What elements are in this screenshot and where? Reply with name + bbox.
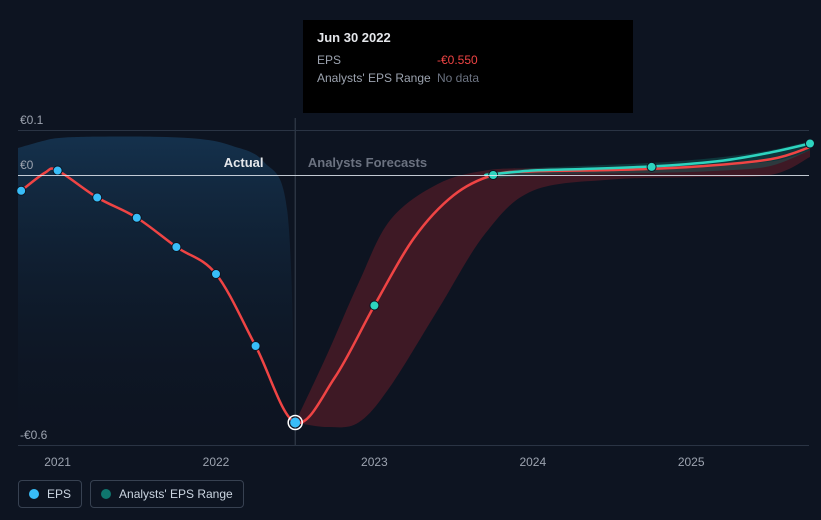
tooltip-label: EPS	[317, 51, 437, 69]
chart-legend: EPS Analysts' EPS Range	[18, 480, 244, 508]
x-tick-label: 2022	[203, 455, 230, 469]
tooltip-value: No data	[437, 69, 479, 87]
eps-marker[interactable]	[53, 166, 62, 175]
label-forecast: Analysts Forecasts	[308, 155, 427, 170]
eps-marker[interactable]	[212, 270, 221, 279]
label-actual: Actual	[224, 155, 264, 170]
eps-marker[interactable]	[132, 213, 141, 222]
tooltip-label: Analysts' EPS Range	[317, 69, 437, 87]
y-gridline	[18, 175, 809, 176]
eps-marker[interactable]	[17, 186, 26, 195]
y-tick-label: -€0.6	[20, 428, 47, 442]
forecast-band-red	[295, 150, 810, 427]
y-gridline	[18, 445, 809, 446]
eps-marker[interactable]	[251, 342, 260, 351]
actual-shade	[18, 137, 295, 445]
tooltip-row: Analysts' EPS RangeNo data	[317, 69, 619, 87]
x-tick-label: 2025	[678, 455, 705, 469]
legend-label: Analysts' EPS Range	[119, 487, 233, 501]
eps-forecast-chart: €0.1 €0 -€0.6 2021 2022 2023 2024 2025 Actual A…	[0, 0, 821, 520]
legend-label: EPS	[47, 487, 71, 501]
legend-item-range[interactable]: Analysts' EPS Range	[90, 480, 244, 508]
y-tick-label: €0.1	[20, 113, 43, 127]
x-tick-label: 2024	[519, 455, 546, 469]
tooltip-date: Jun 30 2022	[317, 30, 619, 45]
legend-dot-range	[101, 489, 111, 499]
tooltip-row: EPS-€0.550	[317, 51, 619, 69]
legend-item-eps[interactable]: EPS	[18, 480, 82, 508]
eps-marker[interactable]	[93, 193, 102, 202]
chart-tooltip: Jun 30 2022 EPS-€0.550Analysts' EPS Rang…	[303, 20, 633, 113]
y-gridline	[18, 130, 809, 131]
y-tick-label: €0	[20, 158, 33, 172]
x-tick-label: 2023	[361, 455, 388, 469]
tooltip-value: -€0.550	[437, 51, 478, 69]
highlight-marker[interactable]	[290, 418, 300, 428]
forecast-marker[interactable]	[806, 139, 815, 148]
forecast-marker[interactable]	[370, 301, 379, 310]
x-tick-label: 2021	[44, 455, 71, 469]
forecast-marker[interactable]	[647, 162, 656, 171]
eps-marker[interactable]	[172, 243, 181, 252]
legend-dot-eps	[29, 489, 39, 499]
